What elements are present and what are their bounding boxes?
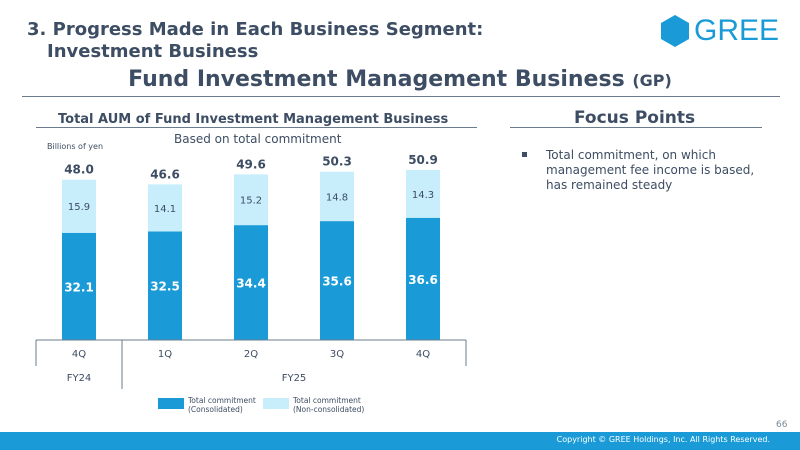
aum-stacked-bar-chart: 32.1 15.9 48.0 4Q 32.5 14.1 46.6 1Q 34.4 15.2 49.6…: [35, 153, 467, 389]
bar-non-consolidated: [234, 174, 268, 226]
x-tick-label: 4Q: [416, 349, 430, 360]
unit-label: Billions of yen: [47, 142, 104, 151]
fiscal-year-label: FY25: [282, 373, 307, 384]
logo-text: GREE: [694, 14, 780, 47]
data-label-non-consolidated: 15.9: [68, 202, 90, 213]
data-label-non-consolidated: 14.3: [412, 190, 434, 201]
x-tick-label: 4Q: [72, 349, 86, 360]
bar-non-consolidated: [62, 179, 96, 233]
fiscal-year-label: FY24: [67, 373, 92, 384]
chart-heading: Total AUM of Fund Investment Management …: [58, 112, 449, 127]
page-number: 66: [776, 420, 788, 430]
bar-non-consolidated: [406, 170, 440, 218]
bar-consolidated: [62, 232, 96, 340]
bar-consolidated: [406, 217, 440, 340]
section-title: 3. Progress Made in Each Business Segmen…: [27, 19, 483, 63]
legend-label-consolidated: Total commitment (Consolidated): [188, 396, 256, 414]
main-title: Fund Investment Management Business (GP): [0, 67, 800, 92]
x-tick-label: 2Q: [244, 349, 258, 360]
square-bullet-icon: [522, 152, 527, 157]
chart-heading-divider: [36, 127, 477, 128]
bar-consolidated: [234, 225, 268, 340]
legend-swatch-non-consolidated: [263, 398, 289, 409]
footer-bar: Copyright © GREE Holdings, Inc. All Righ…: [0, 432, 800, 450]
focus-heading: Focus Points: [574, 108, 696, 128]
focus-point-text: Total commitment, on which management fe…: [546, 148, 755, 192]
title-divider: [22, 96, 780, 97]
data-label-consolidated: 32.5: [150, 280, 180, 294]
bar-non-consolidated: [320, 171, 354, 222]
chart-subtitle: Based on total commitment: [174, 132, 342, 146]
focus-point: Total commitment, on which management fe…: [522, 148, 772, 193]
hexagon-logo-icon: [661, 15, 689, 47]
x-tick-label: 3Q: [330, 349, 344, 360]
data-label-consolidated: 32.1: [64, 280, 94, 294]
main-title-suffix: (GP): [632, 71, 672, 90]
focus-divider: [510, 127, 762, 128]
data-label-total: 49.6: [236, 157, 266, 171]
data-label-non-consolidated: 14.8: [326, 192, 348, 203]
legend-swatch-consolidated: [158, 398, 184, 409]
bar-consolidated: [320, 221, 354, 340]
data-label-total: 48.0: [64, 163, 94, 177]
data-label-consolidated: 36.6: [408, 273, 438, 287]
data-label-consolidated: 35.6: [322, 275, 352, 289]
x-tick-label: 1Q: [158, 349, 172, 360]
data-label-non-consolidated: 14.1: [154, 204, 176, 215]
data-label-total: 50.3: [322, 155, 352, 169]
data-label-consolidated: 34.4: [236, 277, 266, 291]
copyright-text: Copyright © GREE Holdings, Inc. All Righ…: [556, 435, 770, 444]
legend-label-non-consolidated: Total commitment (Non-consolidated): [293, 396, 365, 414]
section-title-line1: 3. Progress Made in Each Business Segmen…: [27, 19, 484, 40]
gree-logo: GREE: [660, 14, 780, 48]
bar-non-consolidated: [148, 184, 182, 232]
data-label-non-consolidated: 15.2: [240, 196, 262, 207]
main-title-text: Fund Investment Management Business: [128, 67, 625, 92]
focus-list: Total commitment, on which management fe…: [522, 148, 772, 193]
data-label-total: 46.6: [150, 167, 180, 181]
section-title-line2: Investment Business: [47, 41, 259, 62]
bar-consolidated: [148, 231, 182, 340]
data-label-total: 50.9: [408, 153, 438, 167]
